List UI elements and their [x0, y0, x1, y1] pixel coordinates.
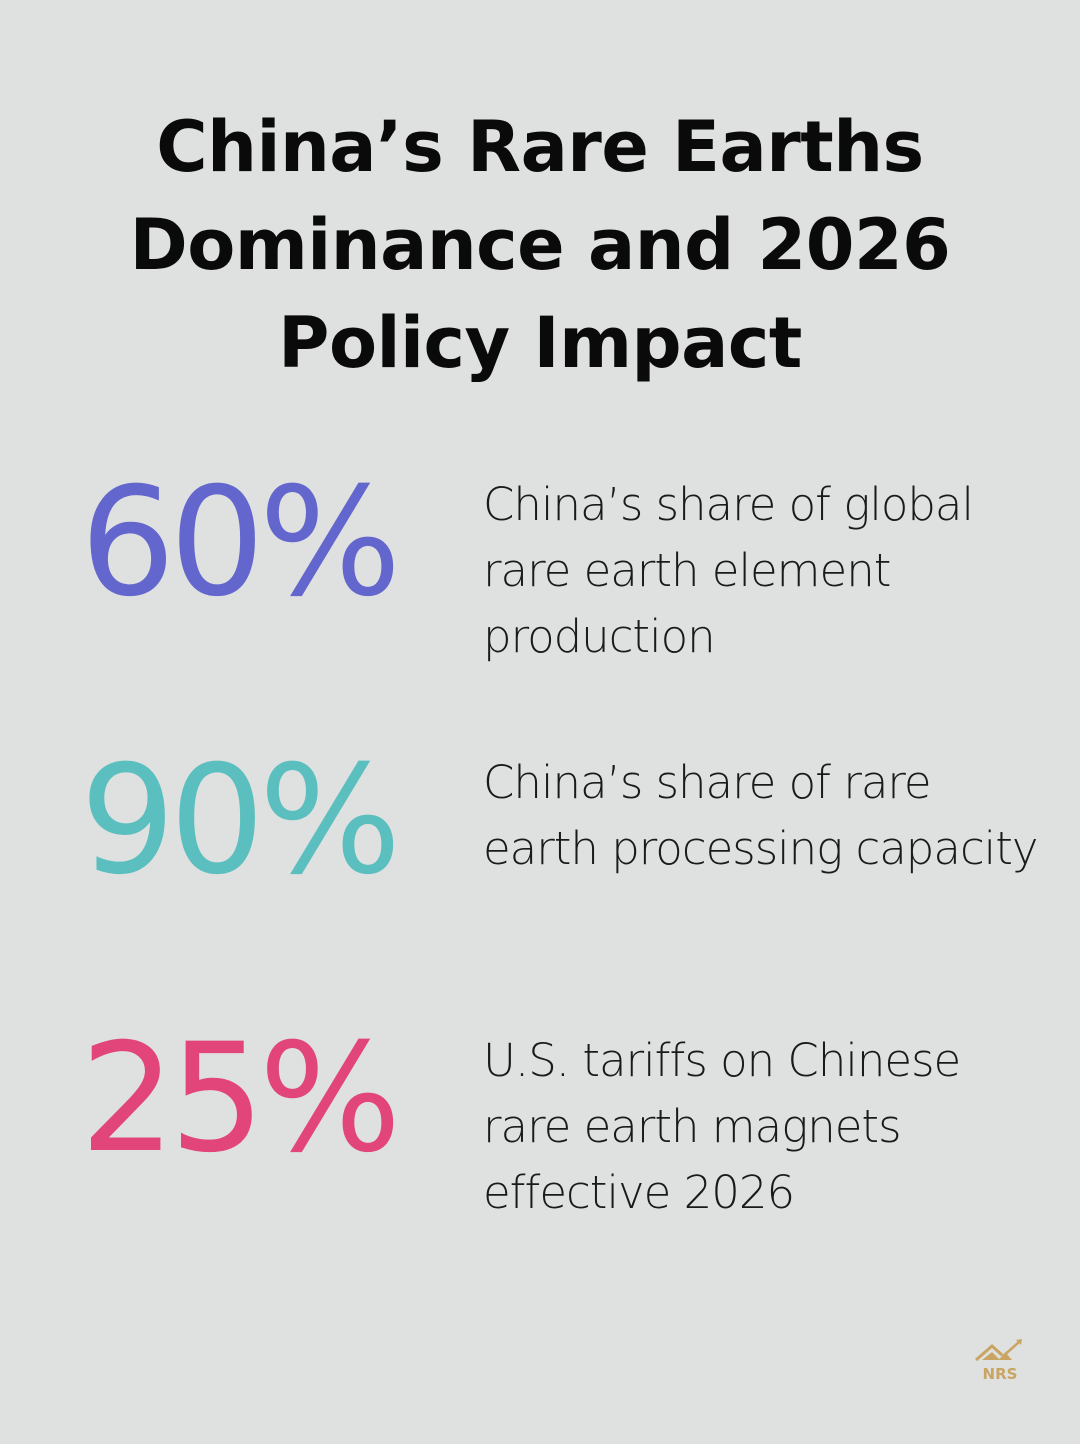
stat-description: China’s share of global rare earth eleme…: [483, 478, 974, 663]
stat-processing: 90% China’s share of rare earth processi…: [0, 746, 1080, 966]
stat-description: U.S. tariffs on Chinese rare earth magne…: [483, 1034, 961, 1219]
svg-text:NRS: NRS: [983, 1365, 1018, 1383]
page-title: China’s Rare Earths Dominance and 2026 P…: [129, 106, 951, 384]
stat-production: 60% China’s share of global rare earth e…: [0, 468, 1080, 688]
stat-value: 60%: [80, 456, 401, 630]
stat-description: China’s share of rare earth processing c…: [483, 756, 1038, 875]
stat-tariffs: 25% U.S. tariffs on Chinese rare earth m…: [0, 1024, 1080, 1244]
nrs-logo: NRS: [975, 1339, 1022, 1383]
stat-value: 90%: [80, 734, 401, 908]
stat-value: 25%: [80, 1012, 401, 1186]
